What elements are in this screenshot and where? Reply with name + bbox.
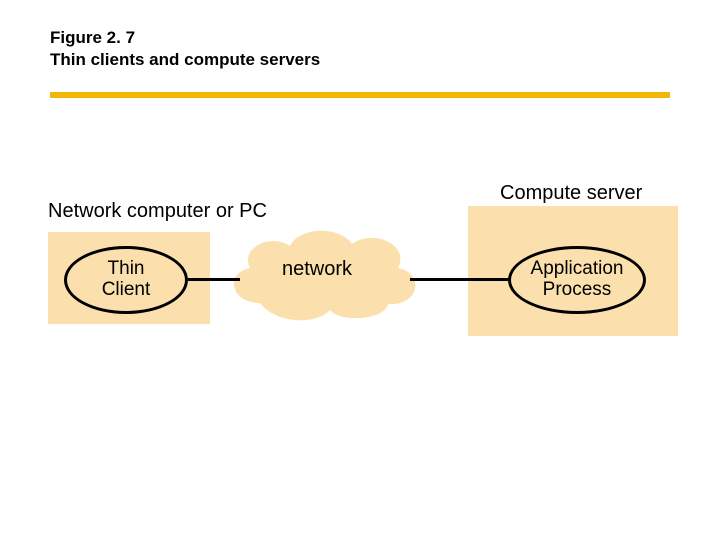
app-process-label-2: Process bbox=[543, 280, 612, 301]
figure-title: Thin clients and compute servers bbox=[50, 50, 320, 70]
connector-left bbox=[188, 278, 240, 281]
application-process-node: Application Process bbox=[508, 246, 646, 314]
thin-client-label-2: Client bbox=[102, 280, 151, 301]
figure-header: Figure 2. 7 Thin clients and compute ser… bbox=[50, 28, 320, 70]
thin-client-label-1: Thin bbox=[108, 259, 145, 280]
header-rule bbox=[50, 92, 670, 98]
connector-right bbox=[410, 278, 510, 281]
figure-number: Figure 2. 7 bbox=[50, 28, 320, 48]
label-compute-server: Compute server bbox=[500, 182, 642, 205]
thin-client-node: Thin Client bbox=[64, 246, 188, 314]
app-process-label-1: Application bbox=[531, 259, 624, 280]
network-label: network bbox=[282, 258, 352, 281]
